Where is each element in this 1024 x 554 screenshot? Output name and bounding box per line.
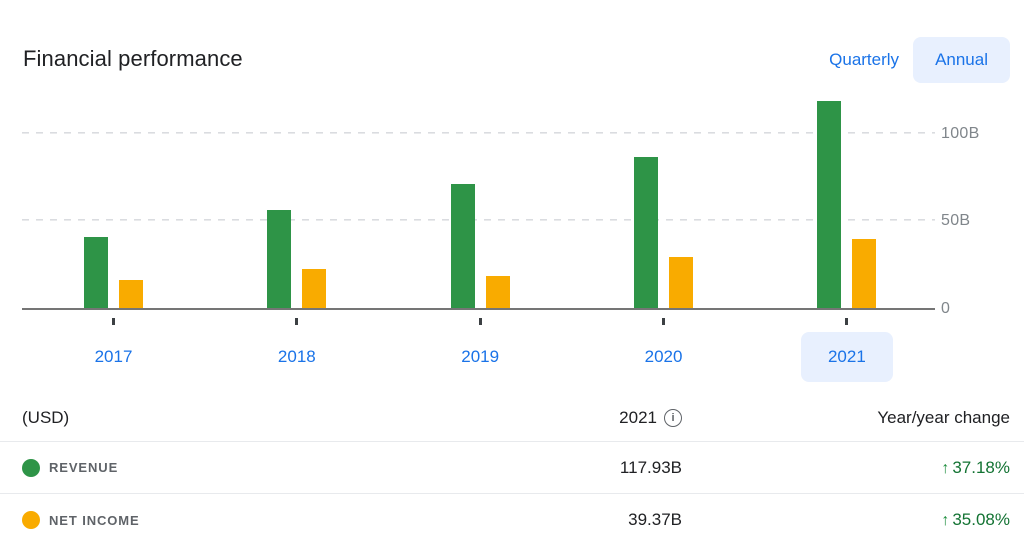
change-column-header: Year/year change <box>877 408 1010 427</box>
x-axis-tick-2020 <box>662 318 666 325</box>
up-arrow-icon: ↑ <box>941 459 950 477</box>
up-arrow-icon: ↑ <box>941 512 950 529</box>
row-label: NET INCOME <box>49 512 140 528</box>
row-label: REVENUE <box>49 460 119 475</box>
bar-net-income-2019[interactable] <box>485 275 510 308</box>
year-label-2017[interactable]: 2017 <box>94 347 133 366</box>
bar-revenue-2020[interactable] <box>634 157 659 308</box>
row-change: ↑ 35.08% <box>941 510 1010 529</box>
year-label-2020[interactable]: 2020 <box>644 347 683 366</box>
bar-revenue-2018[interactable] <box>267 210 292 308</box>
x-axis-baseline <box>22 308 935 310</box>
row-change: ↑ 37.18% <box>941 457 1010 477</box>
series-dot-net-income <box>22 511 40 529</box>
year-label-2018[interactable]: 2018 <box>277 347 316 366</box>
y-axis-label-50B: 50B <box>941 212 971 230</box>
unit-label: (USD) <box>22 408 70 427</box>
annual-bar-chart: 100B 50B 0 2017 2018 2019 2020 2021 <box>22 101 980 382</box>
x-axis-tick-2017 <box>112 318 115 325</box>
annual-tab-selected[interactable]: Annual <box>913 37 1010 83</box>
bar-net-income-2020[interactable] <box>669 256 694 308</box>
year-label-2021-selected[interactable]: 2021 <box>800 332 893 382</box>
bar-net-income-2021[interactable] <box>852 238 877 308</box>
row-value: 39.37B <box>628 510 682 529</box>
year-label-2019[interactable]: 2019 <box>461 347 500 366</box>
x-axis-tick-2018 <box>295 318 299 325</box>
bar-revenue-2021[interactable] <box>817 101 842 308</box>
gridline-100B <box>22 131 935 134</box>
row-value: 117.93B <box>619 457 682 477</box>
x-axis-tick-2019 <box>478 318 482 325</box>
table-header-row: (USD) 2021 i Year/year change <box>0 395 1024 442</box>
period-column-header: 2021 <box>619 408 657 427</box>
financials-table: (USD) 2021 i Year/year change REVENUE 117… <box>0 395 1024 546</box>
y-axis-label-0: 0 <box>941 300 951 317</box>
gridline-50B <box>22 219 935 222</box>
bar-net-income-2018[interactable] <box>302 269 327 308</box>
range-toggle: Quarterly Annual <box>815 37 1010 83</box>
table-row-net-income: NET INCOME 39.37B ↑ 35.08% <box>0 494 1024 546</box>
y-axis-label-100B: 100B <box>941 124 980 142</box>
quarterly-tab[interactable]: Quarterly <box>829 50 900 69</box>
bar-net-income-2017[interactable] <box>119 280 143 308</box>
page-title: Financial performance <box>23 46 243 71</box>
info-icon[interactable]: i <box>664 409 682 427</box>
table-row-revenue: REVENUE 117.93B ↑ 37.18% <box>0 442 1024 494</box>
series-dot-revenue <box>22 458 40 477</box>
x-axis-tick-2021 <box>845 318 849 325</box>
bar-revenue-2019[interactable] <box>450 183 475 308</box>
bar-revenue-2017[interactable] <box>84 236 108 308</box>
